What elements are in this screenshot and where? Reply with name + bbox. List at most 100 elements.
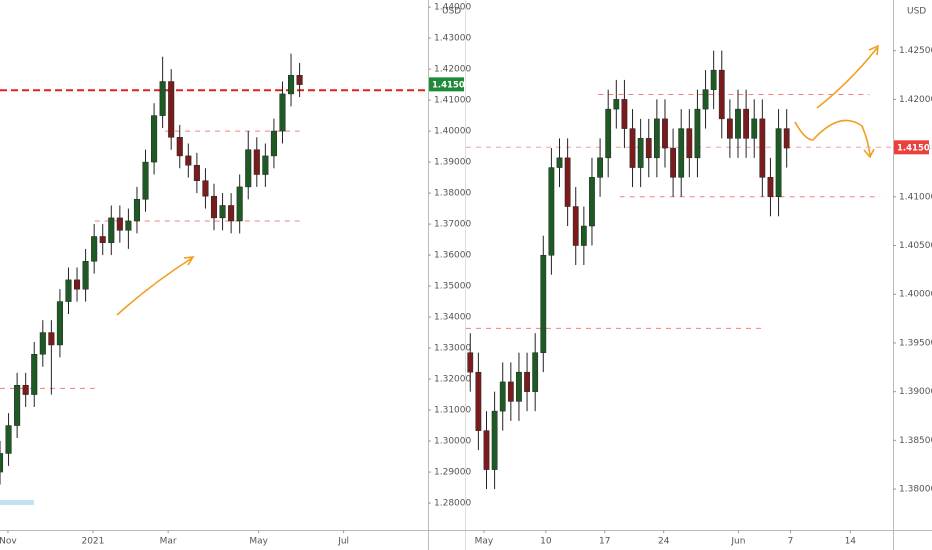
candle-body [572, 206, 579, 246]
candle-body [743, 108, 749, 139]
y-tick-label: 1.40500 [899, 241, 932, 251]
y-tick-label: 1.39500 [899, 338, 932, 348]
y-tick-label: 1.32000 [434, 375, 471, 385]
y-tick-label: 1.34000 [434, 313, 471, 323]
candle-body [597, 157, 603, 178]
y-tick-label: 1.40000 [899, 290, 932, 300]
y-tick-label: 1.41000 [899, 192, 932, 202]
candle-body [726, 118, 733, 139]
candle-body [22, 385, 29, 395]
candle-body [759, 118, 766, 178]
candle-body [702, 89, 709, 110]
candle-body [775, 128, 782, 198]
candle-body [783, 128, 790, 149]
y-tick-label: 1.44000 [434, 3, 471, 13]
candle-body [621, 99, 628, 129]
y-tick-label: 1.39000 [434, 158, 471, 168]
y-tick-label: 1.36000 [434, 251, 471, 261]
candle-body [193, 164, 200, 181]
y-tick-label: 1.37000 [434, 220, 471, 230]
last-price-label: 1.41508 [432, 80, 471, 90]
candle-body [613, 99, 620, 110]
candle-body [288, 75, 295, 95]
y-tick-label: 1.38000 [434, 189, 471, 199]
candle-body [767, 177, 774, 198]
candle-body [5, 425, 12, 454]
candle-body [580, 225, 587, 246]
y-tick-label: 1.42500 [899, 46, 932, 56]
candle-body [253, 149, 260, 175]
y-tick-label: 1.42000 [434, 65, 471, 75]
candle-body [710, 69, 717, 90]
candle-body [228, 205, 235, 222]
x-tick-label: 10 [540, 537, 552, 547]
last-price-box [429, 77, 464, 92]
candle-body [483, 430, 490, 470]
candle-body [14, 385, 21, 426]
y-tick-label: 1.42000 [899, 95, 932, 105]
candle-body [467, 352, 474, 373]
candle-body [662, 118, 668, 149]
candle-body [56, 301, 63, 346]
candle-body [751, 118, 758, 139]
candle-body [629, 128, 636, 168]
x-tick-label: 17 [599, 537, 610, 547]
y-tick-label: 1.33000 [434, 344, 471, 354]
x-tick-label: Jun [730, 537, 745, 547]
candle-body [65, 279, 72, 302]
candle-body [499, 381, 506, 412]
y-tick-label: 1.31000 [434, 406, 471, 416]
candle-body [475, 371, 482, 431]
candle-body [82, 261, 89, 290]
x-tick-label: 2021 [81, 537, 104, 547]
candle-body [91, 236, 98, 262]
candle-body [645, 138, 652, 159]
candle-body [686, 128, 693, 159]
candle-body [735, 108, 741, 139]
x-tick-label: Jul [337, 537, 349, 547]
candle-body [168, 81, 175, 138]
y-tick-label: 1.38000 [899, 485, 932, 495]
candle-body [279, 93, 286, 132]
candle-body [236, 186, 243, 222]
x-tick-label: Nov [0, 537, 17, 547]
x-tick-label: 7 [788, 537, 794, 547]
candle-body [516, 371, 522, 402]
candle-body [532, 352, 539, 392]
currency-label: USD [907, 7, 926, 17]
y-tick-label: 1.41000 [434, 96, 471, 106]
candle-body [48, 332, 55, 346]
candle-body [219, 205, 226, 219]
candle-body [270, 130, 277, 157]
candle-body [670, 147, 676, 178]
candle-body [31, 354, 38, 395]
candle-body [507, 381, 514, 402]
annotation-arrow [816, 44, 879, 109]
candle-body [296, 75, 303, 85]
candle-body [159, 81, 166, 116]
y-tick-label: 1.38500 [899, 436, 932, 446]
candle-body [694, 108, 701, 159]
y-tick-label: 1.30000 [434, 437, 471, 447]
candle-body [39, 332, 46, 355]
candle-body [653, 118, 660, 159]
candle-body [125, 220, 132, 231]
candle-body [491, 410, 498, 470]
candle-body [108, 217, 115, 243]
y-tick-label: 1.40000 [434, 127, 471, 137]
candle-body [133, 199, 140, 222]
x-tick-label: Mar [160, 537, 177, 547]
candle-body [548, 167, 555, 256]
y-tick-label: 1.28000 [434, 499, 471, 509]
candle-body [99, 236, 106, 243]
candle-body [564, 157, 571, 207]
y-tick-label: 1.39000 [899, 387, 932, 397]
candle-body [151, 115, 158, 163]
candle-body [0, 453, 4, 473]
candle-body [678, 128, 685, 178]
last-price-label: 1.41508 [897, 143, 932, 153]
y-tick-label: 1.29000 [434, 468, 471, 478]
annotation-arrow [794, 119, 875, 159]
